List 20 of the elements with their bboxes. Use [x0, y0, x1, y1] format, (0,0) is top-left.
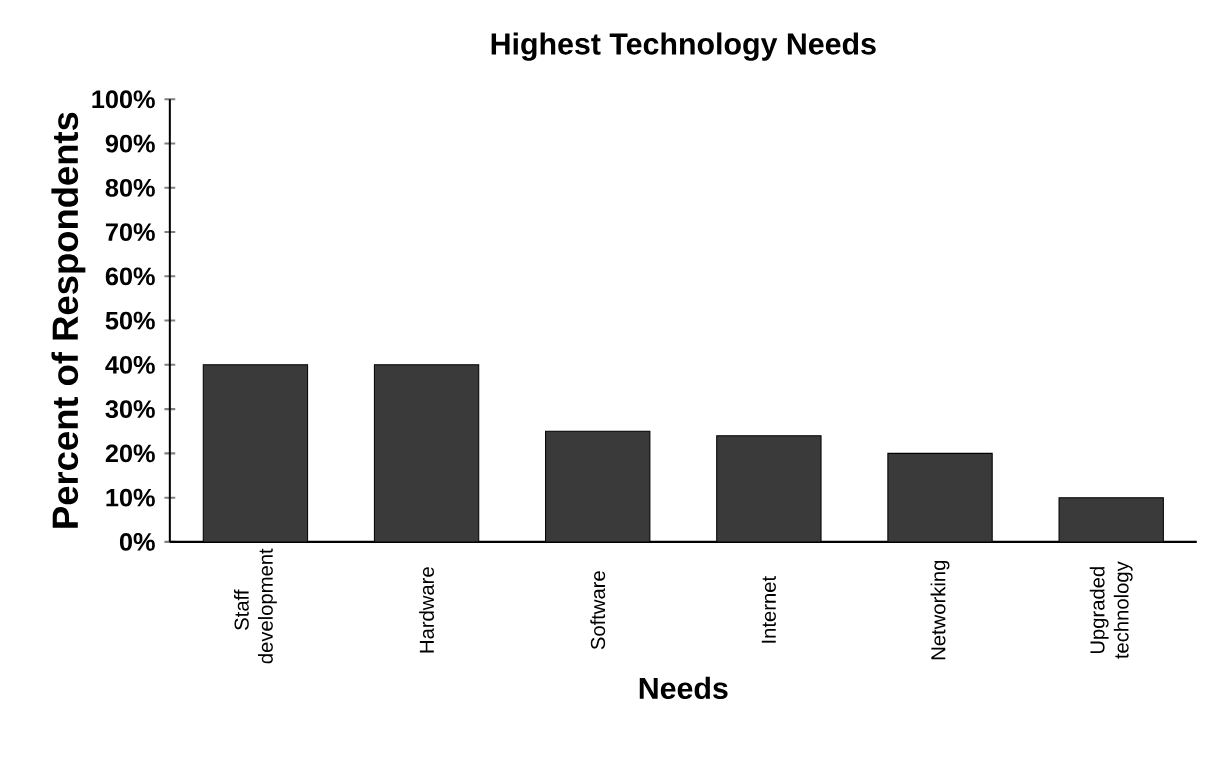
x-tick-label: Upgraded technology — [1089, 561, 1133, 659]
x-axis-title: Needs — [639, 676, 728, 700]
y-axis-title: Percent of Respondents — [51, 112, 86, 528]
y-tick-label: 90% — [105, 134, 155, 153]
y-tick-label: 60% — [105, 267, 155, 286]
y-tick-label: 50% — [105, 311, 155, 330]
x-tick-label: Networking — [930, 560, 950, 660]
y-tick-label: 10% — [106, 488, 155, 507]
y-tick-label: 30% — [105, 400, 155, 419]
x-tick-label: Hardware — [419, 567, 434, 653]
x-tick-label: Software — [590, 571, 606, 650]
chart-title: Highest Technology Needs — [491, 32, 876, 61]
y-tick-label: 70% — [105, 223, 155, 242]
y-tick-label: 40% — [105, 355, 155, 374]
x-tick-label: Internet — [761, 576, 776, 643]
y-tick-label: 0% — [119, 533, 155, 551]
y-tick-label: 100% — [92, 90, 155, 109]
y-tick-label: 20% — [105, 444, 155, 463]
x-tick-label: Staff development — [233, 548, 277, 664]
y-tick-label: 80% — [105, 178, 155, 197]
